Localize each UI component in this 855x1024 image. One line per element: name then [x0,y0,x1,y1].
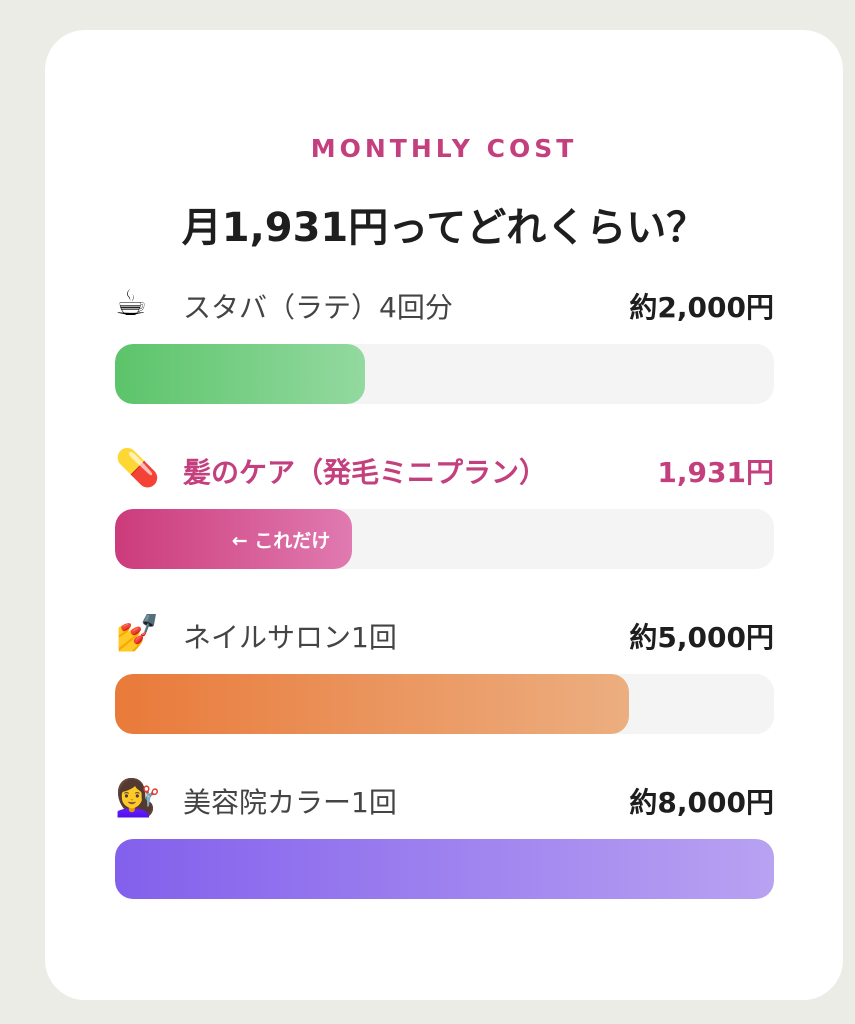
page-title: 月1,931円ってどれくらい？ [181,205,707,251]
row-value: 1,931円 [657,456,774,489]
comparison-row: ☕ スタバ（ラテ）4回分 約2,000円 [115,280,774,404]
bar-fill [115,839,774,899]
row-value: 約8,000円 [629,786,774,819]
comparison-row: 💅 ネイルサロン1回 約5,000円 [115,610,774,734]
eyebrow-label: MONTHLY COST [310,134,578,163]
bar-fill: ← これだけ [115,509,353,569]
bar-fill [115,344,366,404]
bar-track [115,344,774,404]
row-label: 髪のケア（発毛ミニプラン） [183,456,548,489]
bar-annotation: ← これだけ [231,529,331,552]
row-header: 💊 髪のケア（発毛ミニプラン） 1,931円 [115,445,774,495]
coffee-icon: ☕ [115,283,148,324]
monthly-cost-card: MONTHLY COST 月1,931円ってどれくらい？ ☕ スタバ（ラテ）4回… [45,30,843,1000]
row-value: 約5,000円 [629,621,774,654]
nail-polish-icon: 💅 [115,613,160,654]
row-label: スタバ（ラテ）4回分 [183,291,453,324]
bar-track [115,839,774,899]
comparison-row: 💇‍♀️ 美容院カラー1回 約8,000円 [115,775,774,899]
bar-fill [115,674,630,734]
bar-track [115,674,774,734]
row-header: 💅 ネイルサロン1回 約5,000円 [115,610,774,660]
pill-icon: 💊 [115,448,160,489]
haircut-icon: 💇‍♀️ [115,778,160,819]
row-value: 約2,000円 [629,291,774,324]
row-header: ☕ スタバ（ラテ）4回分 約2,000円 [115,280,774,330]
bar-track: ← これだけ [115,509,774,569]
row-label: ネイルサロン1回 [183,621,397,654]
row-header: 💇‍♀️ 美容院カラー1回 約8,000円 [115,775,774,825]
row-label: 美容院カラー1回 [183,786,397,819]
comparison-row: 💊 髪のケア（発毛ミニプラン） 1,931円 ← これだけ [115,445,774,569]
